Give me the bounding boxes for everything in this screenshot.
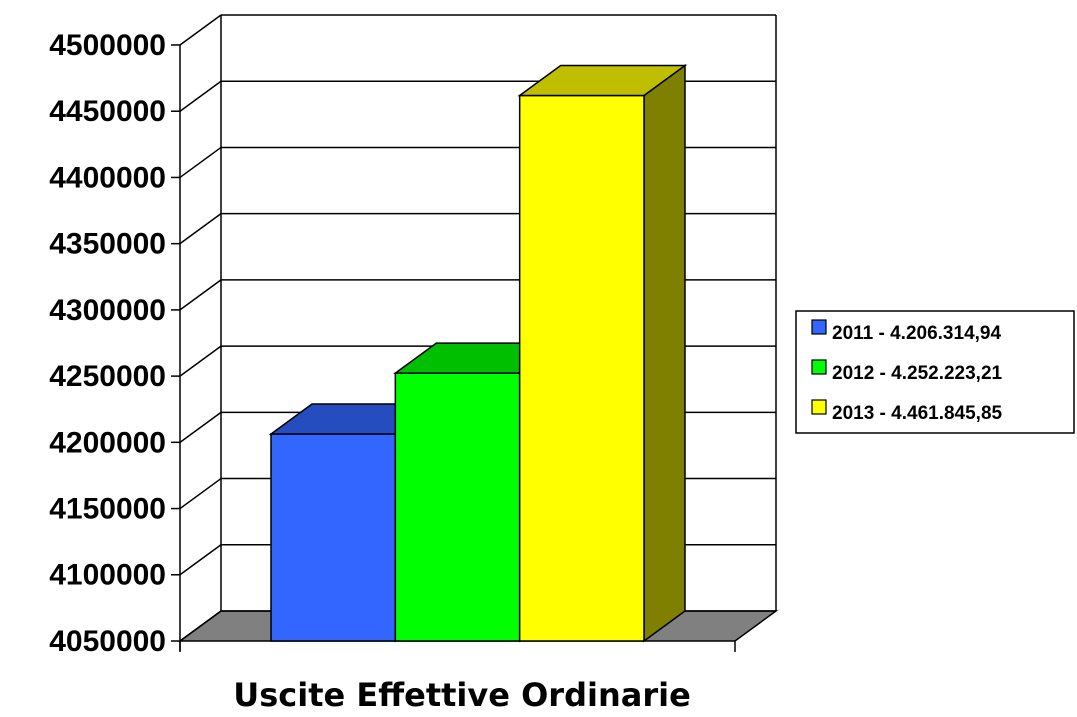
- legend-box: [795, 310, 1075, 434]
- grid-line: [179, 345, 222, 377]
- y-tick-label: 4400000: [49, 161, 166, 194]
- grid-line: [179, 80, 222, 112]
- legend-label: 2013 - 4.461.845,85: [832, 403, 1003, 424]
- legend-label: 2012 - 4.252.223,21: [832, 363, 1003, 384]
- y-tick-label: 4500000: [49, 29, 166, 62]
- bar-top: [517, 64, 688, 97]
- y-tick-label: 4150000: [49, 492, 166, 525]
- grid-line: [179, 279, 222, 311]
- legend-swatch: [811, 359, 827, 375]
- grid-line: [179, 14, 222, 46]
- y-tick-label: 4350000: [49, 228, 166, 261]
- legend-swatch: [811, 319, 827, 335]
- grid-line: [179, 146, 222, 179]
- grid-line: [179, 544, 222, 576]
- y-tick-label: 4050000: [49, 625, 166, 658]
- x-axis-label: Uscite Effettive Ordinarie: [233, 676, 691, 714]
- legend-label: 2011 - 4.206.314,94: [832, 323, 1001, 344]
- legend-swatch: [811, 399, 827, 415]
- bar: [518, 94, 645, 642]
- y-tick-label: 4200000: [49, 426, 166, 459]
- y-tick-label: 4450000: [49, 95, 166, 128]
- grid-line: [179, 477, 222, 510]
- y-tick-label: 4300000: [49, 294, 166, 327]
- grid-line: [179, 610, 222, 642]
- grid-line: [179, 411, 222, 443]
- bar: [394, 372, 521, 642]
- y-tick-label: 4100000: [49, 559, 166, 592]
- grid-line: [179, 213, 222, 245]
- bar: [270, 433, 397, 642]
- bar-side: [643, 64, 686, 643]
- y-tick-label: 4250000: [49, 360, 166, 393]
